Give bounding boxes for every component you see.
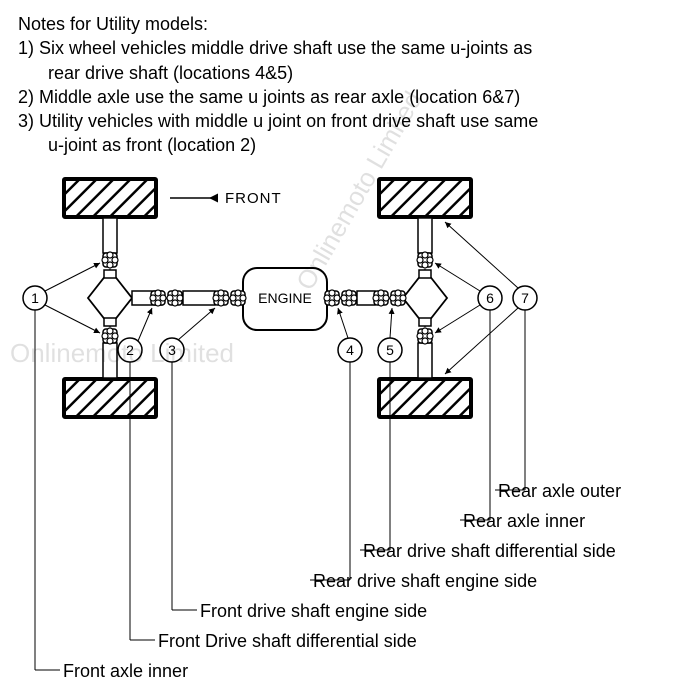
- svg-text:6: 6: [486, 290, 494, 306]
- drivetrain-diagram: ENGINE 1 2 3: [0, 150, 700, 700]
- notes-block: Notes for Utility models: 1) Six wheel v…: [0, 0, 700, 158]
- callout-5-label: Rear drive shaft differential side: [363, 541, 616, 562]
- svg-text:5: 5: [386, 342, 394, 358]
- callout-3-label: Front drive shaft engine side: [200, 601, 427, 622]
- engine-label-svg: ENGINE: [258, 290, 312, 306]
- callout-4-label: Rear drive shaft engine side: [313, 571, 537, 592]
- watermark-text: Onlinemoto Limited: [10, 338, 234, 369]
- svg-text:1: 1: [31, 290, 39, 306]
- svg-text:4: 4: [346, 342, 354, 358]
- callout-2-label: Front Drive shaft differential side: [158, 631, 417, 652]
- svg-text:7: 7: [521, 290, 529, 306]
- callout-6-label: Rear axle inner: [463, 511, 585, 532]
- notes-title: Notes for Utility models:: [18, 12, 682, 36]
- notes-line: rear drive shaft (locations 4&5): [18, 61, 682, 85]
- notes-line: 3) Utility vehicles with middle u joint …: [18, 109, 682, 133]
- front-direction-label: FRONT: [225, 190, 282, 207]
- notes-line: 2) Middle axle use the same u joints as …: [18, 85, 682, 109]
- notes-line: 1) Six wheel vehicles middle drive shaft…: [18, 36, 682, 60]
- callout-7-label: Rear axle outer: [498, 481, 621, 502]
- callout-1-label: Front axle inner: [63, 661, 188, 682]
